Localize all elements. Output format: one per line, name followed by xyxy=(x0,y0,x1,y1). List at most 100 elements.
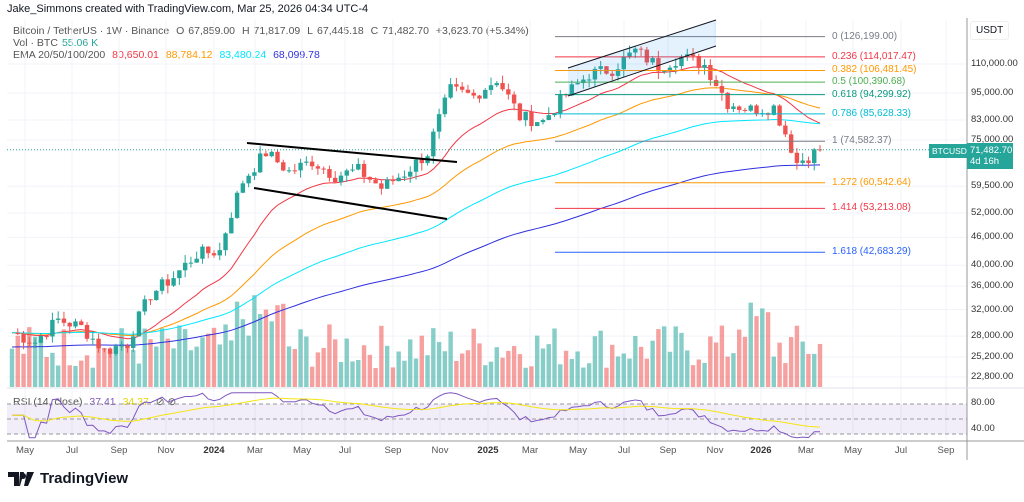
candle xyxy=(633,48,638,53)
currency-button[interactable]: USDT xyxy=(970,21,1010,40)
candle xyxy=(754,105,759,115)
rsi-label[interactable]: RSI (14, close) xyxy=(13,396,83,408)
candle xyxy=(604,66,609,74)
volume-bar xyxy=(783,363,788,387)
price-tick: 52,000.00 xyxy=(971,207,1014,219)
time-tick: Nov xyxy=(706,445,724,456)
volume-bar xyxy=(627,358,632,387)
price-tick: 32,000.00 xyxy=(971,303,1014,315)
volume-bar xyxy=(113,344,119,387)
volume-bar xyxy=(598,330,603,387)
volume-bar xyxy=(194,346,199,387)
last-price-tag: 71,482.70 4d 16h xyxy=(967,143,1013,169)
low-label: L xyxy=(307,25,314,37)
volume-bar xyxy=(367,354,373,387)
volume-bar xyxy=(581,367,586,387)
candle xyxy=(788,134,794,153)
candle xyxy=(535,122,540,127)
rsi-ma-value: 34.37 xyxy=(122,396,149,408)
attribution: Jake_Simmons created with TradingView.co… xyxy=(7,3,369,15)
low-value: 67,445.18 xyxy=(317,25,364,37)
symbol-tag: BTCUSDT xyxy=(929,144,976,158)
candle xyxy=(517,103,523,121)
volume-bar xyxy=(563,350,569,387)
candle xyxy=(644,49,650,63)
fib-level-label: 0 (126,199.00) xyxy=(832,30,898,42)
volume-bar xyxy=(9,348,15,387)
volume-bar xyxy=(73,365,78,387)
candle xyxy=(696,56,701,68)
volume-bar xyxy=(27,327,32,387)
candle xyxy=(713,80,719,87)
volume-bar xyxy=(765,312,771,387)
candle xyxy=(257,153,263,173)
volume-bar xyxy=(650,340,655,387)
candle xyxy=(806,160,811,164)
volume-bar xyxy=(702,362,707,387)
fib-level-label: 0.5 (100,390.68) xyxy=(832,76,906,88)
candle xyxy=(448,84,453,98)
volume-bar xyxy=(558,364,563,387)
volume-bar xyxy=(817,343,823,387)
volume-bar xyxy=(257,314,263,387)
volume-bar xyxy=(540,348,546,387)
time-tick: Jul xyxy=(617,445,631,456)
volume-bar xyxy=(696,359,701,387)
fib-level-label: 1.272 (60,542.64) xyxy=(832,176,911,188)
candle xyxy=(511,94,517,104)
volume-bar xyxy=(604,367,609,387)
candle xyxy=(408,171,413,177)
candle xyxy=(402,176,407,178)
time-tick: Nov xyxy=(431,445,449,456)
volume-bar xyxy=(275,305,280,387)
volume-bar xyxy=(15,335,20,387)
fib-level-label: 1.618 (42,683.29) xyxy=(832,246,911,258)
candle xyxy=(350,169,355,171)
volume-bar xyxy=(67,365,72,387)
volume-bar xyxy=(506,350,511,387)
price-tick: 95,000.00 xyxy=(971,87,1014,99)
volume-bar xyxy=(90,367,95,387)
candle xyxy=(673,66,678,68)
candle xyxy=(569,84,575,96)
triangle-upper-trendline xyxy=(246,142,458,163)
volume-bar xyxy=(269,321,274,387)
volume-bar xyxy=(223,324,228,387)
candle xyxy=(459,86,465,90)
volume-bar xyxy=(281,303,286,387)
candle xyxy=(32,342,38,344)
volume-bar xyxy=(165,338,171,387)
candle xyxy=(55,318,61,320)
volume-bar xyxy=(719,325,725,387)
volume-bar xyxy=(315,352,321,387)
time-tick: Sep xyxy=(110,445,128,456)
open-value: 67,859.00 xyxy=(188,25,236,37)
candle xyxy=(465,89,471,93)
candle xyxy=(292,170,297,172)
volume-bar xyxy=(419,335,424,387)
candle xyxy=(731,106,736,109)
candle xyxy=(206,246,211,254)
candle xyxy=(656,58,661,72)
candle xyxy=(540,120,546,123)
volume-bar xyxy=(748,302,753,387)
candle xyxy=(679,56,684,67)
volume-bar xyxy=(350,361,355,387)
volume-bar xyxy=(477,343,482,387)
tradingview-logo[interactable]: TradingView xyxy=(8,470,128,487)
volume-bar xyxy=(488,361,494,387)
volume-bar xyxy=(633,336,638,387)
volume-label[interactable]: Vol · BTC xyxy=(13,37,58,49)
candle xyxy=(558,94,563,114)
volume-bar xyxy=(344,338,349,387)
volume-bar xyxy=(390,367,396,387)
ema-label[interactable]: EMA 20/50/100/200 xyxy=(13,49,106,61)
volume-bar xyxy=(102,349,107,387)
fib-level-label: 0.236 (114,017.47) xyxy=(832,50,916,62)
candle xyxy=(725,92,730,109)
volume-bar xyxy=(529,366,534,387)
symbol-title[interactable]: Bitcoin / TetherUS · 1W · Binance xyxy=(13,25,170,37)
candle xyxy=(96,338,101,349)
volume-bar xyxy=(119,328,124,387)
